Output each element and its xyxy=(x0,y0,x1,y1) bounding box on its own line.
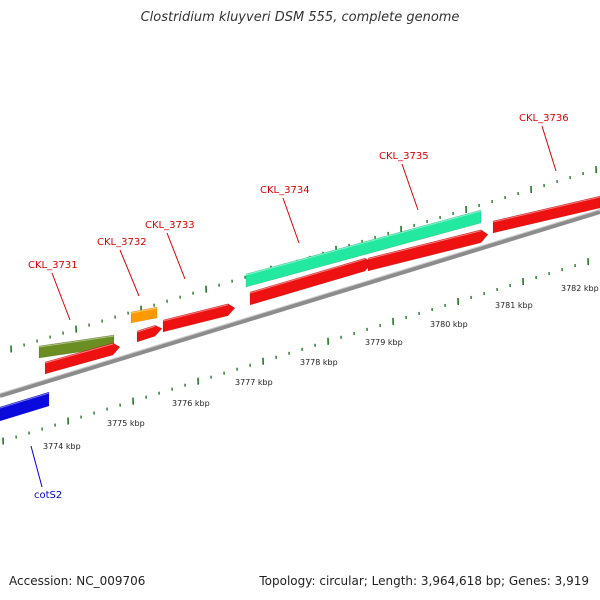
cds-CKL_3732 xyxy=(136,324,163,343)
scale-label: 3776 kbp xyxy=(172,399,210,408)
accession-text: Accession: NC_009706 xyxy=(9,574,146,588)
gene-label-CKL_3731: CKL_3731 xyxy=(28,260,78,271)
gene-label-CKL_3732: CKL_3732 xyxy=(97,237,147,248)
gene-cotS2-highlight xyxy=(0,392,50,409)
gene-CKL_3731-highlight xyxy=(38,335,115,348)
gene-label-CKL_3736: CKL_3736 xyxy=(519,113,569,124)
scale-label: 3777 kbp xyxy=(235,378,273,387)
gene-CKL_3732 xyxy=(130,306,158,324)
map-title: Clostridium kluyveri DSM 555, complete g… xyxy=(140,10,460,25)
cds-CKL_3731 xyxy=(44,342,121,375)
gene-cotS2 xyxy=(0,391,50,422)
scale-label: 3781 kbp xyxy=(495,301,533,310)
cds-CKL_3733-highlight xyxy=(162,304,229,322)
gene-features xyxy=(0,195,600,422)
gene-label-cotS2: cotS2 xyxy=(34,490,62,501)
gene-labels: CKL_3731 CKL_3732 CKL_3733 CKL_3734 CKL_3735… xyxy=(28,113,569,501)
gene-CKL_3732-highlight xyxy=(130,307,158,314)
gene-label-leader xyxy=(30,445,43,488)
gene-label-leader xyxy=(541,125,557,172)
gene-label-leader xyxy=(401,163,419,211)
scale-label: 3774 kbp xyxy=(43,442,81,451)
cds-CKL_3734-highlight xyxy=(249,258,366,294)
scale-label: 3780 kbp xyxy=(430,320,468,329)
cds-CKL_3735 xyxy=(367,229,489,272)
genome-backbone xyxy=(0,210,600,398)
cds-CKL_3733 xyxy=(162,303,236,333)
genome-summary-text: Topology: circular; Length: 3,964,618 bp… xyxy=(259,574,589,588)
scale-label: 3775 kbp xyxy=(107,419,145,428)
cds-CKL_3735-highlight xyxy=(367,230,482,260)
genome-backbone-highlight xyxy=(0,209,600,394)
gene-label-leader xyxy=(166,232,186,280)
scale-labels: 3774 kbp 3775 kbp 3776 kbp 3777 kbp 3778 kbp… xyxy=(43,284,599,451)
gene-label-leader xyxy=(282,197,300,244)
cds-CKL_3731-highlight xyxy=(44,343,114,364)
gene-label-CKL_3733: CKL_3733 xyxy=(145,220,195,231)
scale-label: 3782 kbp xyxy=(561,284,599,293)
lower-tick-track xyxy=(2,258,589,445)
gene-label-leader xyxy=(51,272,71,321)
gene-CKL_3736-highlight xyxy=(492,196,600,223)
gene-CKL_3734 xyxy=(245,209,482,288)
gene-label-CKL_3735: CKL_3735 xyxy=(379,151,429,162)
gene-CKL_3736 xyxy=(492,195,600,234)
scale-label: 3778 kbp xyxy=(300,358,338,367)
cds-CKL_3732-highlight xyxy=(136,325,156,333)
scale-label: 3779 kbp xyxy=(365,338,403,347)
gene-label-leader xyxy=(119,249,140,297)
gene-label-CKL_3734: CKL_3734 xyxy=(260,185,310,196)
gene-CKL_3734-highlight xyxy=(245,210,482,276)
